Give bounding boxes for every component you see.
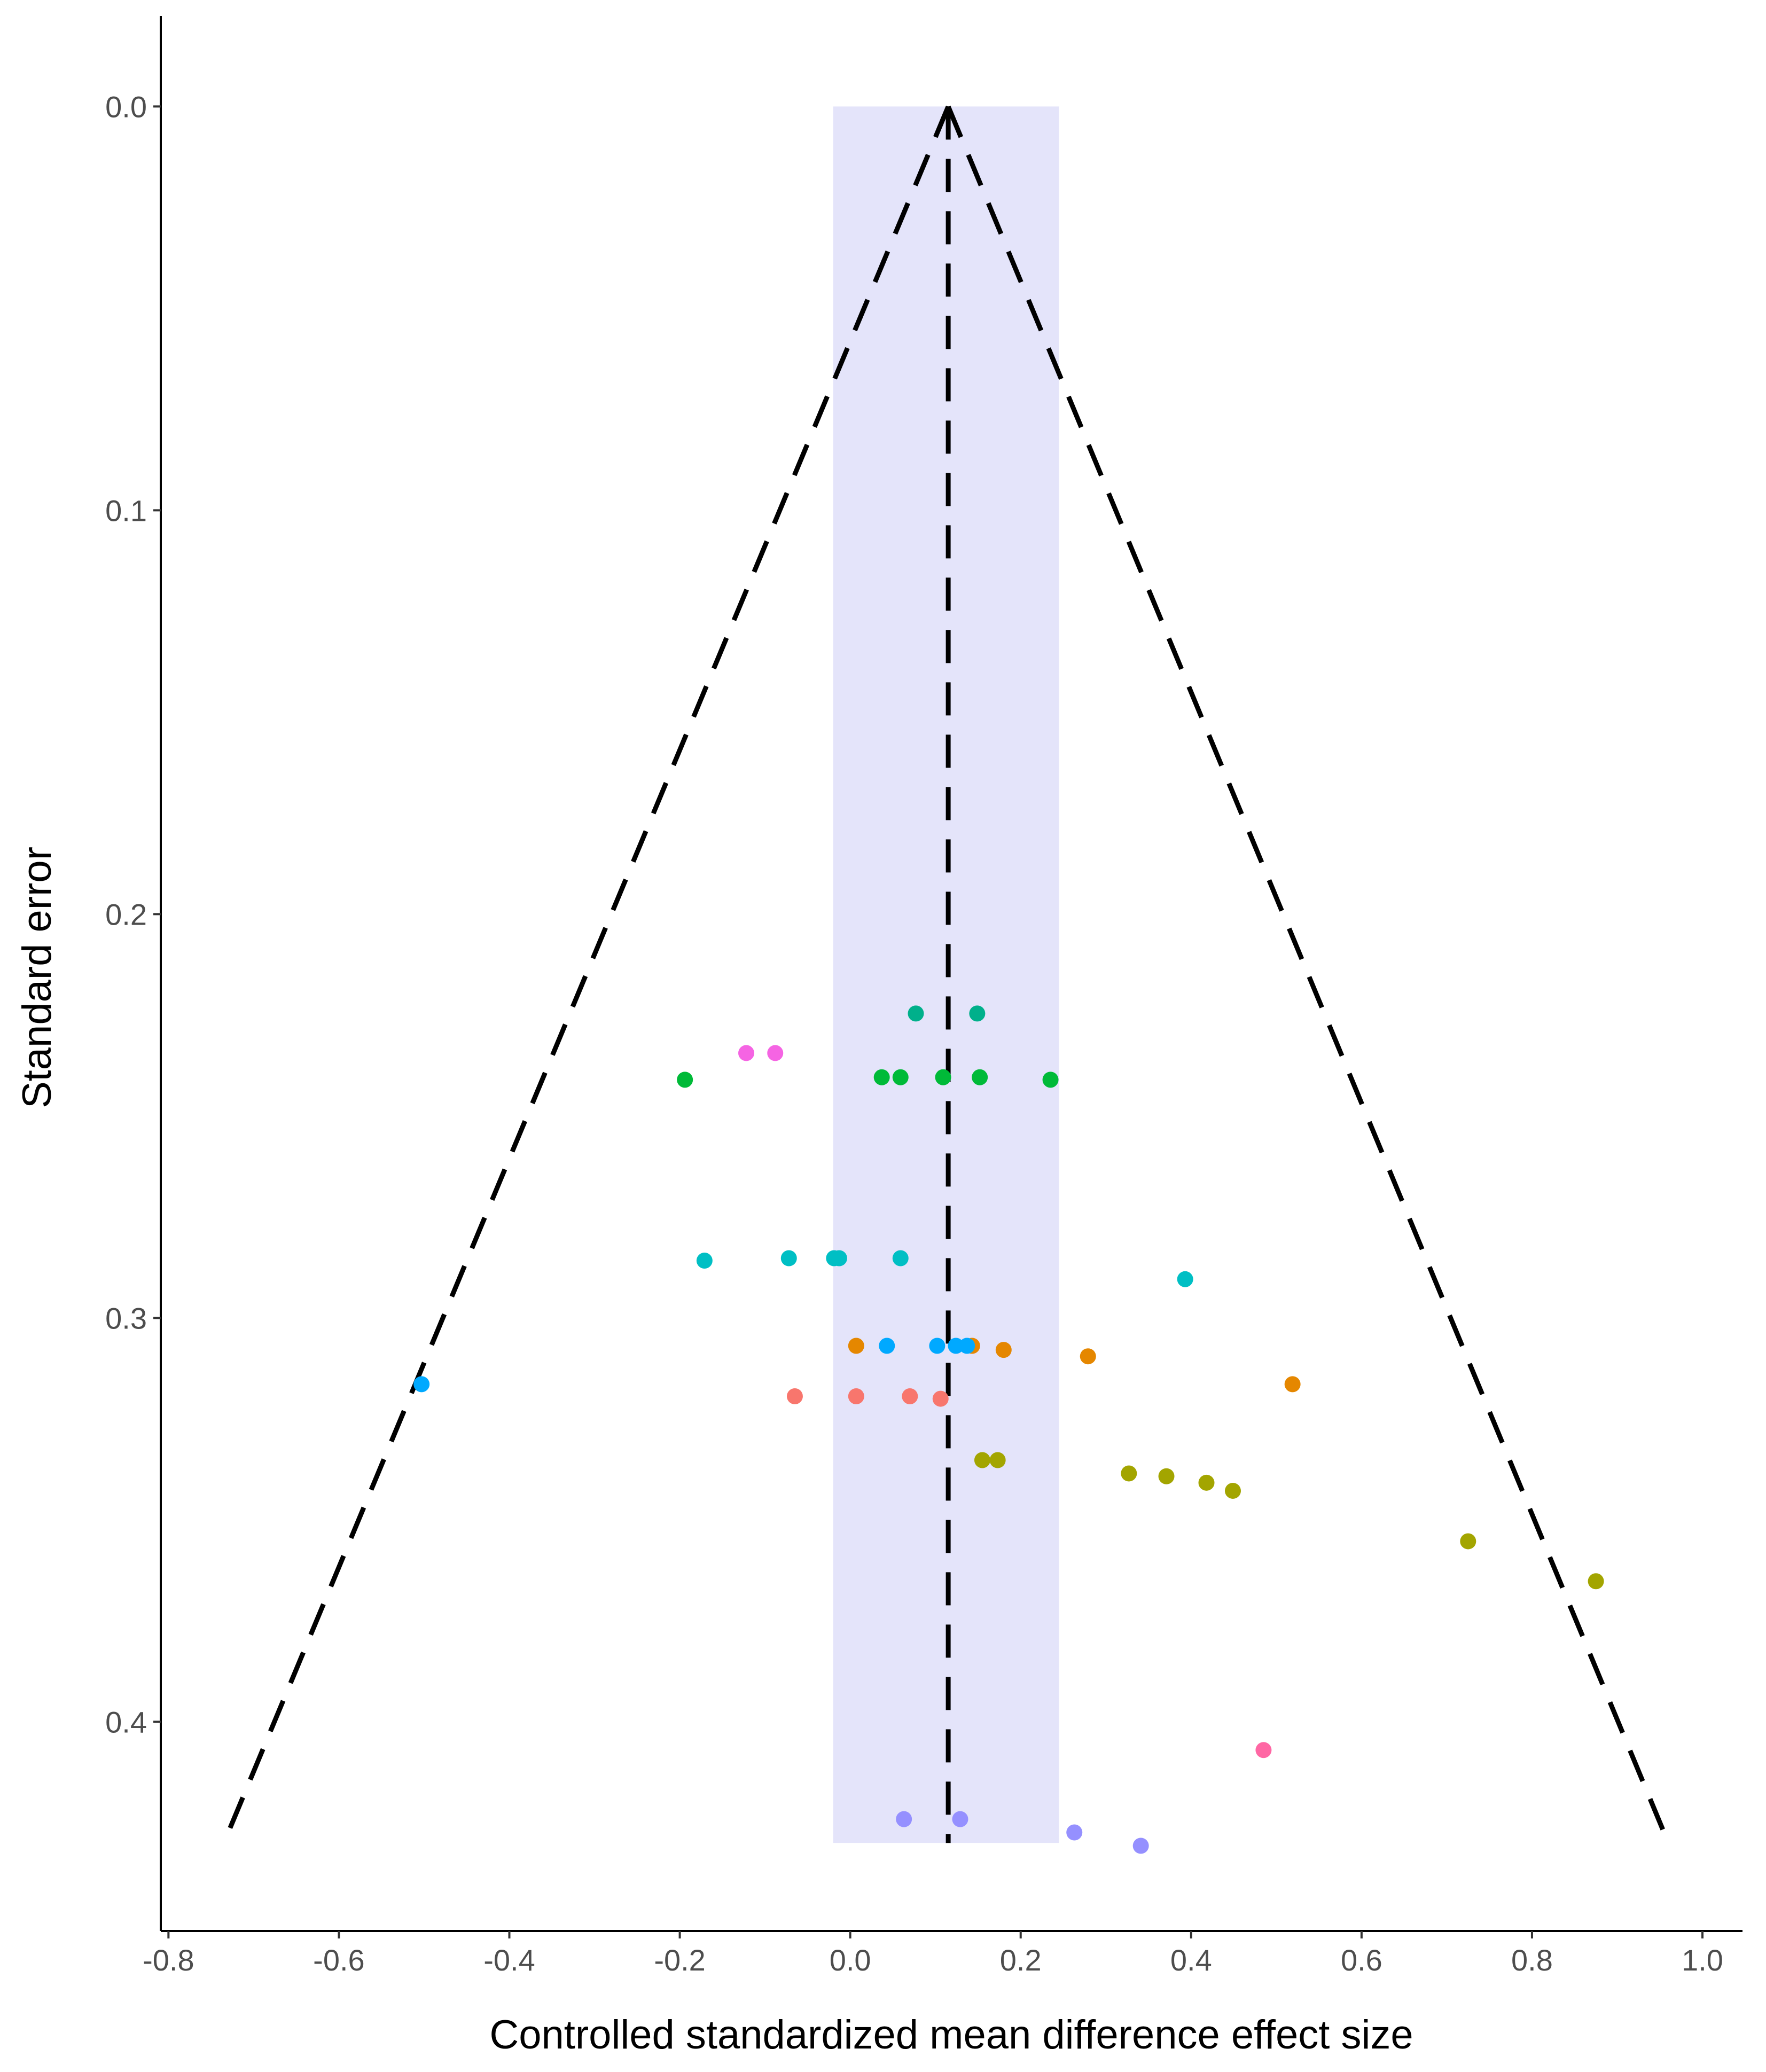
point bbox=[995, 1342, 1012, 1358]
point bbox=[935, 1069, 951, 1085]
point bbox=[1177, 1271, 1193, 1287]
point bbox=[959, 1338, 975, 1354]
point bbox=[677, 1072, 693, 1088]
x-tick-label: -0.4 bbox=[483, 1943, 535, 1977]
x-tick-label: 0.4 bbox=[1170, 1943, 1212, 1977]
y-tick-label: 0.2 bbox=[105, 897, 147, 931]
y-axis-title: Standard error bbox=[14, 847, 60, 1108]
point bbox=[1132, 1838, 1149, 1854]
point bbox=[1042, 1072, 1059, 1088]
point bbox=[948, 1338, 964, 1354]
point bbox=[413, 1376, 430, 1393]
point bbox=[1255, 1742, 1272, 1758]
point bbox=[738, 1045, 755, 1061]
point bbox=[1080, 1348, 1096, 1365]
x-tick-label: -0.6 bbox=[313, 1943, 365, 1977]
x-axis-title: Controlled standardized mean difference … bbox=[489, 2012, 1413, 2058]
point bbox=[831, 1250, 847, 1266]
point bbox=[848, 1388, 864, 1405]
point bbox=[1121, 1465, 1137, 1482]
x-tick-label: 0.2 bbox=[1000, 1943, 1042, 1977]
point bbox=[1460, 1533, 1476, 1550]
point bbox=[932, 1390, 949, 1407]
point bbox=[974, 1452, 990, 1468]
point bbox=[696, 1253, 713, 1269]
point bbox=[848, 1338, 864, 1354]
x-tick-label: 0.8 bbox=[1511, 1943, 1553, 1977]
x-tick-label: 0.0 bbox=[830, 1943, 871, 1977]
x-tick-label: 1.0 bbox=[1682, 1943, 1723, 1977]
point bbox=[952, 1811, 968, 1827]
point bbox=[892, 1069, 909, 1085]
y-tick-label: 0.1 bbox=[105, 494, 147, 527]
x-tick-label: -0.8 bbox=[143, 1943, 194, 1977]
y-tick-label: 0.3 bbox=[105, 1301, 147, 1335]
point bbox=[969, 1005, 986, 1022]
point bbox=[873, 1069, 890, 1085]
y-tick-label: 0.4 bbox=[105, 1705, 147, 1739]
point bbox=[989, 1452, 1006, 1468]
point bbox=[896, 1811, 912, 1827]
point bbox=[879, 1338, 895, 1354]
point bbox=[780, 1250, 797, 1266]
point bbox=[1158, 1468, 1175, 1484]
point bbox=[786, 1388, 803, 1405]
point bbox=[908, 1005, 924, 1022]
point bbox=[1198, 1474, 1215, 1491]
point bbox=[929, 1338, 945, 1354]
x-tick-label: 0.6 bbox=[1341, 1943, 1382, 1977]
point bbox=[1066, 1824, 1083, 1841]
point bbox=[892, 1250, 909, 1266]
point bbox=[1284, 1376, 1301, 1393]
point bbox=[1588, 1573, 1604, 1590]
point bbox=[767, 1045, 784, 1061]
point bbox=[972, 1069, 988, 1085]
x-tick-label: -0.2 bbox=[654, 1943, 706, 1977]
point bbox=[1224, 1482, 1241, 1499]
y-tick-label: 0.0 bbox=[105, 90, 147, 123]
point bbox=[902, 1388, 918, 1405]
